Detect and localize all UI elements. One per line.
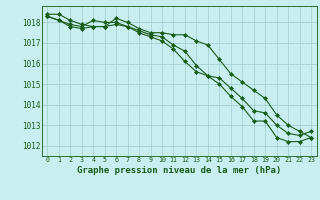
X-axis label: Graphe pression niveau de la mer (hPa): Graphe pression niveau de la mer (hPa): [77, 166, 281, 175]
